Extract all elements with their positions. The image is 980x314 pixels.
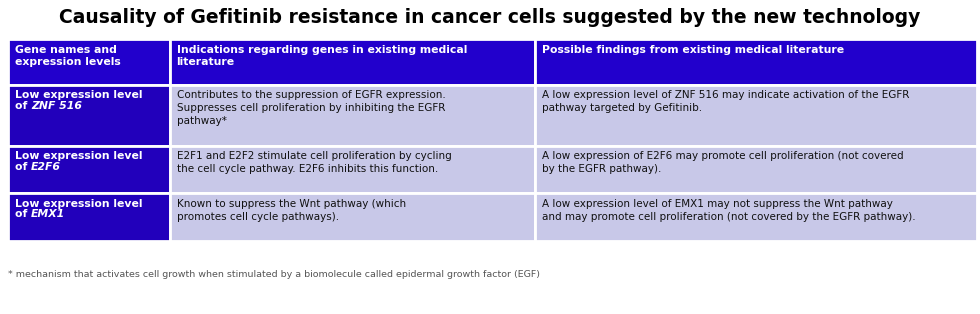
Bar: [8, 193, 170, 241]
Text: ZNF 516: ZNF 516: [30, 101, 81, 111]
Text: of: of: [15, 101, 30, 111]
Text: Gene names and
expression levels: Gene names and expression levels: [15, 45, 121, 67]
Bar: [170, 85, 535, 145]
Bar: [170, 193, 535, 241]
Bar: [535, 39, 977, 85]
Text: A low expression level of ZNF 516 may indicate activation of the EGFR
pathway ta: A low expression level of ZNF 516 may in…: [542, 90, 909, 113]
Bar: [8, 85, 170, 145]
Text: EMX1: EMX1: [30, 209, 65, 219]
Text: E2F6: E2F6: [30, 162, 61, 172]
Text: Low expression level: Low expression level: [15, 199, 142, 209]
Text: Possible findings from existing medical literature: Possible findings from existing medical …: [542, 45, 844, 55]
Bar: [8, 39, 170, 85]
Text: A low expression level of EMX1 may not suppress the Wnt pathway
and may promote : A low expression level of EMX1 may not s…: [542, 199, 915, 222]
Text: Low expression level: Low expression level: [15, 90, 142, 100]
Text: E2F1 and E2F2 stimulate cell proliferation by cycling
the cell cycle pathway. E2: E2F1 and E2F2 stimulate cell proliferati…: [176, 151, 452, 174]
Text: A low expression of E2F6 may promote cell proliferation (not covered
by the EGFR: A low expression of E2F6 may promote cel…: [542, 151, 904, 174]
Bar: [535, 145, 977, 193]
Text: Low expression level: Low expression level: [15, 151, 142, 161]
Text: of: of: [15, 162, 30, 172]
Text: Causality of Gefitinib resistance in cancer cells suggested by the new technolog: Causality of Gefitinib resistance in can…: [60, 8, 920, 27]
Text: Contributes to the suppression of EGFR expression.
Suppresses cell proliferation: Contributes to the suppression of EGFR e…: [176, 90, 445, 126]
Bar: [170, 145, 535, 193]
Bar: [8, 145, 170, 193]
Text: Known to suppress the Wnt pathway (which
promotes cell cycle pathways).: Known to suppress the Wnt pathway (which…: [176, 199, 406, 222]
Text: of: of: [15, 209, 30, 219]
Text: * mechanism that activates cell growth when stimulated by a biomolecule called e: * mechanism that activates cell growth w…: [8, 270, 540, 279]
Bar: [535, 85, 977, 145]
Bar: [535, 193, 977, 241]
Text: Indications regarding genes in existing medical
literature: Indications regarding genes in existing …: [176, 45, 466, 67]
Bar: [170, 39, 535, 85]
